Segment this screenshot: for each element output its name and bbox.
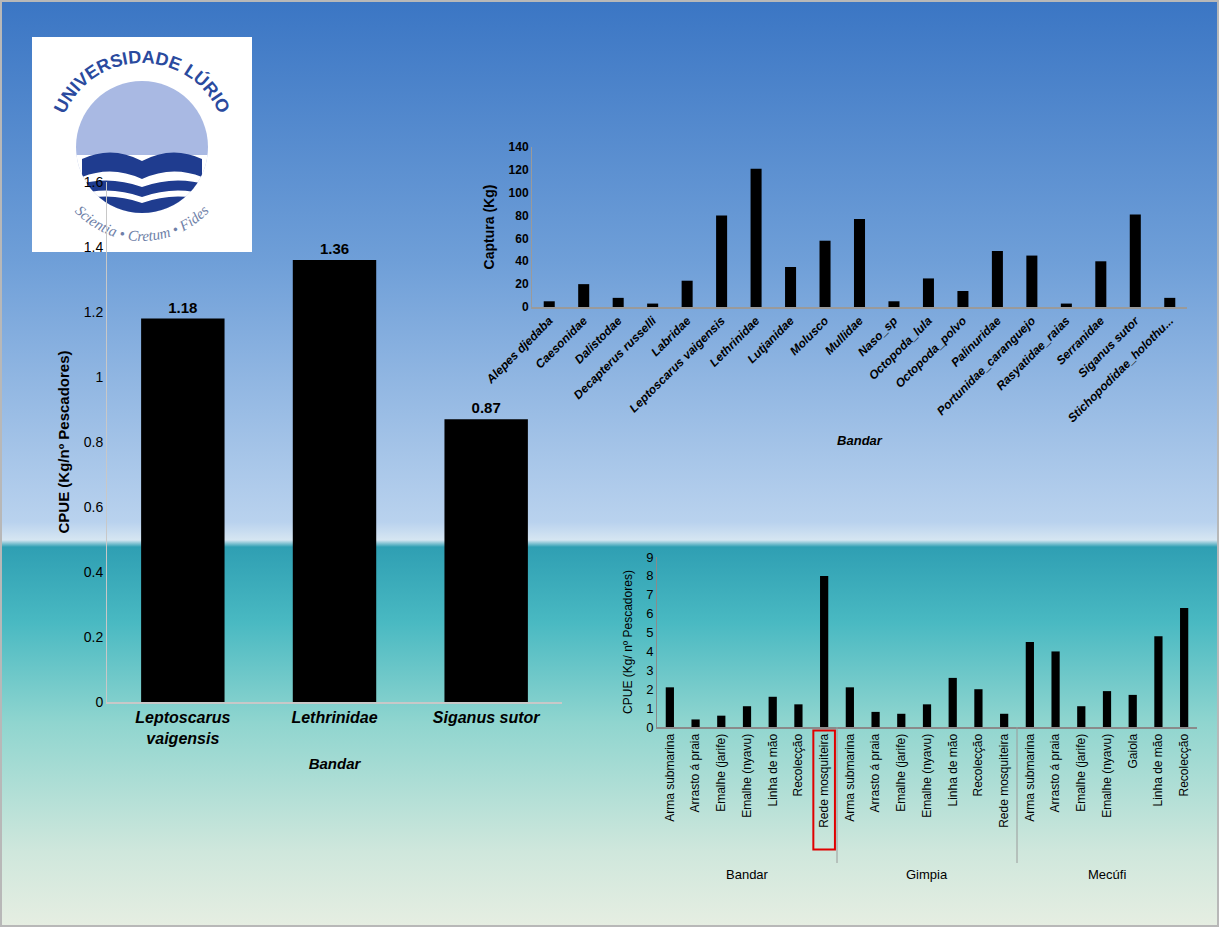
svg-text:0: 0: [95, 694, 103, 710]
svg-text:Gimpia: Gimpia: [906, 867, 948, 882]
svg-text:Bandar: Bandar: [837, 433, 883, 448]
svg-text:0.87: 0.87: [472, 399, 501, 416]
svg-text:Caesonidae: Caesonidae: [533, 314, 591, 372]
svg-text:Mullidae: Mullidae: [822, 314, 866, 358]
svg-text:Naso_sp: Naso_sp: [855, 314, 900, 359]
svg-text:Octopoda_polvo: Octopoda_polvo: [892, 314, 969, 391]
svg-text:6: 6: [646, 606, 653, 621]
svg-text:0: 0: [522, 300, 529, 314]
svg-text:Linha de mão: Linha de mão: [946, 733, 960, 806]
svg-text:2: 2: [646, 682, 653, 697]
svg-text:Serranidae: Serranidae: [1053, 314, 1107, 368]
svg-text:4: 4: [646, 644, 653, 659]
svg-text:Emalhe (nyavu): Emalhe (nyavu): [1100, 734, 1114, 818]
svg-text:Portunidae_caranguejo: Portunidae_caranguejo: [934, 314, 1038, 418]
svg-text:Arma submarina: Arma submarina: [1023, 733, 1037, 821]
svg-text:Arrasto á praia: Arrasto á praia: [1048, 733, 1062, 812]
svg-text:0.2: 0.2: [84, 629, 104, 645]
svg-text:1: 1: [646, 701, 653, 716]
svg-text:Recolecção: Recolecção: [971, 733, 985, 796]
svg-text:Bandar: Bandar: [309, 755, 362, 772]
svg-text:8: 8: [646, 568, 653, 583]
svg-text:Rede mosquiteira: Rede mosquiteira: [997, 733, 1011, 827]
svg-text:80: 80: [515, 209, 529, 223]
svg-text:1.6: 1.6: [84, 174, 104, 190]
svg-text:Scientia • Cretum • Fides: Scientia • Cretum • Fides: [72, 202, 212, 244]
svg-text:Stichopodidae_holothu...: Stichopodidae_holothu...: [1065, 314, 1176, 425]
svg-text:Bandar: Bandar: [726, 867, 769, 882]
svg-text:Alepes djedaba: Alepes djedaba: [483, 314, 556, 387]
svg-text:Leptoscarusvaigensis: Leptoscarusvaigensis: [135, 709, 230, 747]
svg-text:Gaiola: Gaiola: [1126, 733, 1140, 768]
svg-text:Emalhe (jarife): Emalhe (jarife): [1074, 734, 1088, 812]
svg-text:Recolecção: Recolecção: [1177, 733, 1191, 796]
svg-text:Labridae: Labridae: [648, 314, 693, 359]
svg-text:Decapterus russelli: Decapterus russelli: [571, 313, 660, 402]
svg-text:Linha de mão: Linha de mão: [1151, 733, 1165, 806]
svg-text:Emalhe (nyavu): Emalhe (nyavu): [740, 734, 754, 818]
svg-text:1.36: 1.36: [320, 240, 349, 257]
svg-text:60: 60: [515, 232, 529, 246]
svg-text:Lethrinidae: Lethrinidae: [707, 314, 763, 370]
svg-text:20: 20: [515, 277, 529, 291]
svg-text:Emalhe (nyavu): Emalhe (nyavu): [920, 734, 934, 818]
svg-text:Octopoda_lula: Octopoda_lula: [866, 314, 935, 383]
svg-text:UNIVERSIDADE LÚRIO: UNIVERSIDADE LÚRIO: [50, 47, 234, 117]
svg-text:1: 1: [95, 369, 103, 385]
svg-text:120: 120: [509, 163, 529, 177]
svg-text:CPUE (Kg/ nº Pescadores): CPUE (Kg/ nº Pescadores): [621, 570, 635, 714]
svg-text:Arma submarina: Arma submarina: [663, 733, 677, 821]
svg-text:Leptoscarus vaigensis: Leptoscarus vaigensis: [627, 314, 729, 416]
svg-text:Captura (Kg): Captura (Kg): [481, 185, 497, 270]
svg-text:Mecúfi: Mecúfi: [1088, 867, 1126, 882]
svg-text:140: 140: [509, 140, 529, 154]
svg-text:Siganus sutor: Siganus sutor: [1075, 313, 1142, 380]
svg-text:Emalhe (jarife): Emalhe (jarife): [894, 734, 908, 812]
svg-text:Siganus sutor: Siganus sutor: [433, 709, 540, 726]
svg-text:100: 100: [509, 186, 529, 200]
svg-text:Lethrinidae: Lethrinidae: [291, 709, 377, 726]
svg-text:0.4: 0.4: [84, 564, 104, 580]
svg-text:9: 9: [646, 550, 653, 565]
svg-text:Linha de mão: Linha de mão: [766, 733, 780, 806]
svg-text:Arrasto á praia: Arrasto á praia: [688, 733, 702, 812]
svg-text:Lutjanidae: Lutjanidae: [745, 314, 798, 367]
svg-text:1.2: 1.2: [84, 304, 104, 320]
svg-text:Arma submarina: Arma submarina: [843, 733, 857, 821]
svg-text:Palinuridae: Palinuridae: [948, 314, 1004, 370]
svg-text:Dalistodae: Dalistodae: [572, 314, 625, 367]
svg-text:0.8: 0.8: [84, 434, 104, 450]
svg-text:Rasyatidae_raias: Rasyatidae_raias: [993, 314, 1072, 393]
svg-text:7: 7: [646, 587, 653, 602]
svg-text:1.18: 1.18: [168, 299, 197, 316]
svg-text:Recolecção: Recolecção: [791, 733, 805, 796]
svg-text:5: 5: [646, 625, 653, 640]
svg-text:CPUE (Kg/nº Pescadores): CPUE (Kg/nº Pescadores): [55, 350, 72, 533]
svg-text:Rede mosquiteira: Rede mosquiteira: [817, 733, 831, 827]
svg-text:1.4: 1.4: [84, 239, 104, 255]
svg-text:0: 0: [646, 720, 653, 735]
svg-text:Emalhe (jarife): Emalhe (jarife): [714, 734, 728, 812]
svg-text:Arrasto á praia: Arrasto á praia: [868, 733, 882, 812]
svg-text:0.6: 0.6: [84, 499, 104, 515]
svg-text:3: 3: [646, 663, 653, 678]
svg-text:40: 40: [515, 254, 529, 268]
svg-text:Molusco: Molusco: [787, 314, 831, 358]
